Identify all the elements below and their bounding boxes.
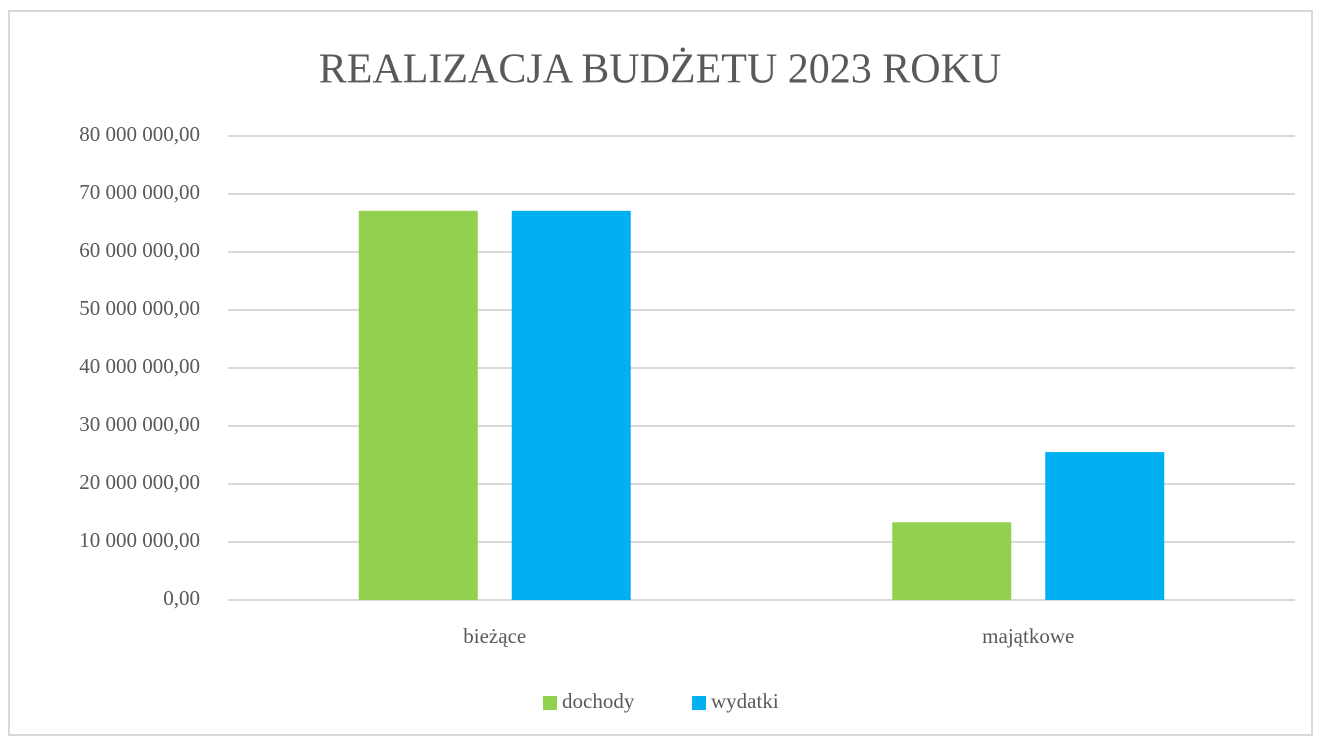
y-tick-label: 40 000 000,00 <box>79 354 200 378</box>
y-tick-label: 0,00 <box>163 586 200 610</box>
x-tick-label: bieżące <box>463 624 526 648</box>
chart-frame <box>8 10 1313 736</box>
legend-label: dochody <box>562 689 635 713</box>
y-tick-label: 80 000 000,00 <box>79 122 200 146</box>
x-tick-label: majątkowe <box>982 624 1074 648</box>
y-tick-label: 60 000 000,00 <box>79 238 200 262</box>
y-tick-label: 30 000 000,00 <box>79 412 200 436</box>
bar <box>358 210 478 600</box>
bar <box>892 522 1012 600</box>
y-tick-label: 20 000 000,00 <box>79 470 200 494</box>
chart-title: REALIZACJA BUDŻETU 2023 ROKU <box>319 47 1001 93</box>
y-tick-label: 50 000 000,00 <box>79 296 200 320</box>
legend-swatch <box>543 696 557 710</box>
legend-swatch <box>692 696 706 710</box>
bar <box>1045 452 1165 600</box>
y-tick-label: 70 000 000,00 <box>79 180 200 204</box>
legend-label: wydatki <box>711 689 779 713</box>
bar <box>511 210 631 600</box>
y-tick-label: 10 000 000,00 <box>79 528 200 552</box>
